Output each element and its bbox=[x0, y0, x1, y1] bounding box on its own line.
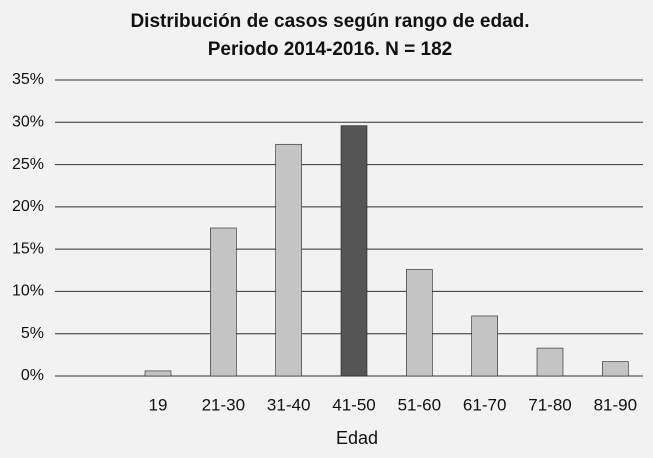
y-tick-label: 35% bbox=[12, 71, 44, 88]
y-tick-label: 0% bbox=[21, 367, 44, 384]
bar bbox=[210, 227, 237, 377]
y-tick-label: 5% bbox=[21, 325, 44, 342]
x-axis-title: Edad bbox=[336, 428, 378, 448]
x-tick-label: 21-30 bbox=[202, 395, 245, 414]
y-tick-label: 30% bbox=[12, 114, 44, 131]
x-tick-label: 81-90 bbox=[594, 395, 637, 414]
x-tick-label: 61-70 bbox=[463, 395, 506, 414]
x-tick-label: 19 bbox=[149, 395, 168, 414]
bar bbox=[144, 370, 172, 377]
y-tick-label: 25% bbox=[12, 156, 44, 173]
y-tick-label: 15% bbox=[12, 240, 44, 257]
chart-subtitle: Periodo 2014-2016. N = 182 bbox=[208, 39, 453, 60]
bar bbox=[275, 143, 302, 377]
bar bbox=[602, 361, 629, 377]
chart-title: Distribución de casos según rango de eda… bbox=[130, 11, 529, 32]
y-tick-label: 20% bbox=[12, 198, 44, 215]
bar bbox=[471, 315, 498, 377]
y-tick-label: 10% bbox=[12, 283, 44, 300]
x-tick-label: 51-60 bbox=[398, 395, 441, 414]
x-tick-label: 31-40 bbox=[267, 395, 310, 414]
bar bbox=[406, 269, 433, 377]
bar bbox=[340, 125, 368, 377]
x-tick-label: 41-50 bbox=[332, 395, 375, 414]
x-tick-label: 71-80 bbox=[528, 395, 571, 414]
bar bbox=[536, 347, 564, 377]
